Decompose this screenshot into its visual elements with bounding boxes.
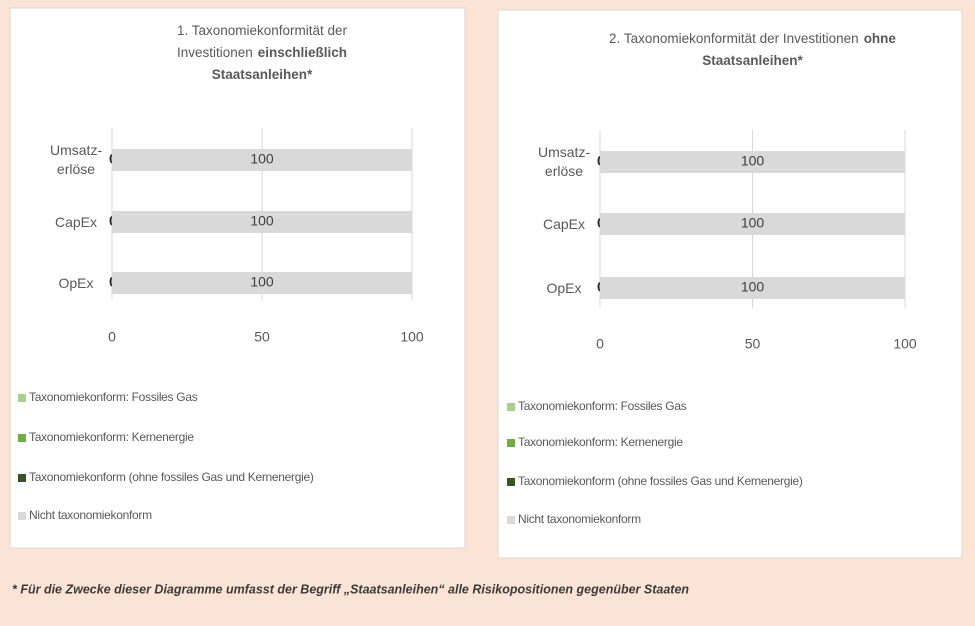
x-tick-label: 0 [596,336,604,352]
legend-swatch [18,434,26,442]
y-tick-label: CapEx [14,197,102,247]
y-tick-wrap: Umsatz-erlöse [14,135,102,185]
y-tick-label: OpEx [58,274,94,291]
y-tick-wrap: Umsatz-erlöse [502,137,590,187]
data-label: 100 [741,153,765,169]
chart-title: 1. Taxonomiekonformität der Investitione… [142,20,382,86]
data-label: 100 [250,274,274,290]
title-emphasis: ohne Staatsanleihen* [702,31,896,68]
bar-segment [112,211,412,233]
chart-title: 2. Taxonomiekonformität der Investitione… [603,28,903,72]
chart-title: 2. Taxonomiekonformität der Investitione… [603,28,903,72]
legend-swatch [18,474,26,482]
legend-swatch [507,478,515,486]
footnote: * Für die Zwecke dieser Diagramme umfass… [12,582,689,596]
bar-segment [600,213,905,235]
legend-swatch [18,394,26,402]
x-tick-label: 50 [254,329,270,345]
y-tick-label: Umsatz-erlöse [538,144,590,179]
legend-label: Taxonomiekonform: Kernenergie [29,430,194,444]
y-tick-label: Umsatz-erlöse [502,137,590,187]
y-tick-label: OpEx [14,258,102,308]
legend-label: Taxonomiekonform: Kernenergie [518,435,683,449]
legend-swatch [507,439,515,447]
legend-label: Nicht taxonomiekonform [29,508,152,522]
title-text: 2. Taxonomiekonformität der Investitione… [609,31,859,46]
y-tick-label: CapEx [542,215,586,232]
bar-segment [112,149,412,171]
legend-label: Taxonomiekonform: Fossiles Gas [29,390,198,404]
legend-label: Taxonomiekonform: Fossiles Gas [518,399,687,413]
chart-title: 1. Taxonomiekonformität der Investitione… [142,20,382,86]
y-tick-label: OpEx [502,263,590,313]
title-text: 1. Taxonomiekonformität der Investitione… [176,23,348,60]
title-emphasis: einschließlich Staatsanleihen* [211,45,348,82]
y-tick-wrap: OpEx [502,263,590,313]
bar-segment [600,277,905,299]
legend-swatch [507,516,515,524]
x-tick-label: 100 [400,329,424,345]
data-label: 100 [741,215,765,231]
y-tick-wrap: CapEx [14,197,102,247]
x-tick-label: 50 [745,336,761,352]
bar-segment [112,272,412,294]
y-tick-label: CapEx [502,199,590,249]
y-tick-label: Umsatz-erlöse [50,142,102,177]
y-tick-wrap: CapEx [502,199,590,249]
x-tick-label: 0 [108,329,116,345]
bar-segment [600,151,905,173]
legend-swatch [18,512,26,520]
x-tick-label: 100 [893,336,917,352]
y-tick-label: OpEx [546,279,582,296]
legend-label: Nicht taxonomiekonform [518,512,641,526]
y-tick-wrap: OpEx [14,258,102,308]
data-label: 100 [741,279,765,295]
legend-swatch [507,403,515,411]
data-label: 100 [250,213,274,229]
legend-label: Taxonomiekonform (ohne fossiles Gas und … [29,470,314,484]
legend-label: Taxonomiekonform (ohne fossiles Gas und … [518,474,803,488]
data-label: 100 [250,151,274,167]
y-tick-label: CapEx [54,213,98,230]
y-tick-label: Umsatz-erlöse [14,135,102,185]
